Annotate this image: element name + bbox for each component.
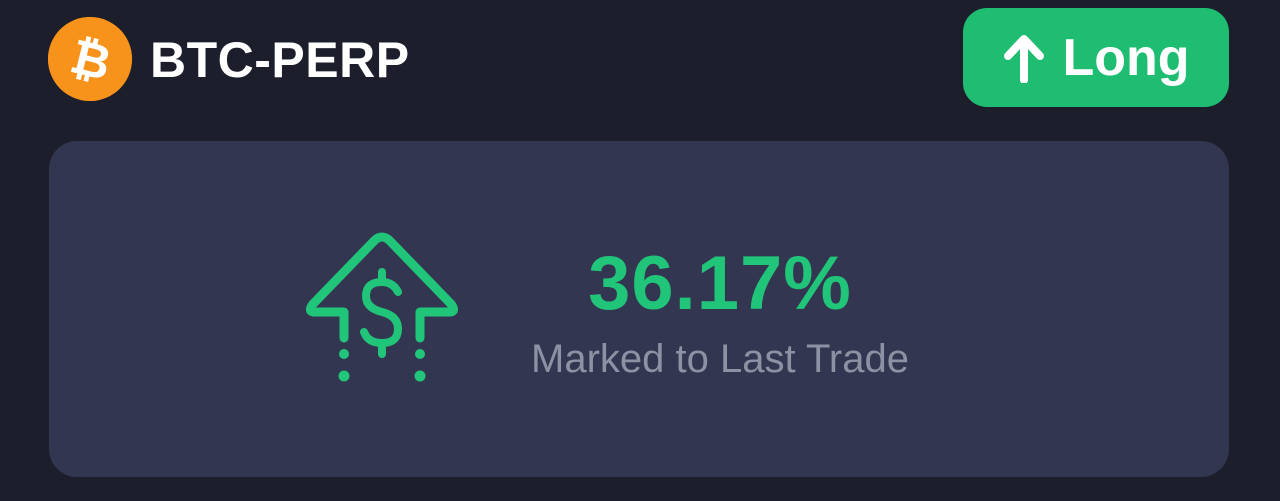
pnl-caption: Marked to Last Trade xyxy=(531,337,909,381)
pnl-percentage: 36.17% xyxy=(588,241,852,326)
dollar-growth-arrow-icon xyxy=(301,230,463,390)
arrow-up-icon xyxy=(1002,33,1046,83)
pnl-card: 36.17% Marked to Last Trade xyxy=(49,141,1229,477)
long-button[interactable]: Long xyxy=(963,8,1229,107)
bitcoin-icon: ₿ xyxy=(48,17,132,101)
header: ₿ BTC-PERP Long xyxy=(0,0,1280,120)
long-label: Long xyxy=(1062,28,1190,87)
pair-title: BTC-PERP xyxy=(150,32,410,88)
